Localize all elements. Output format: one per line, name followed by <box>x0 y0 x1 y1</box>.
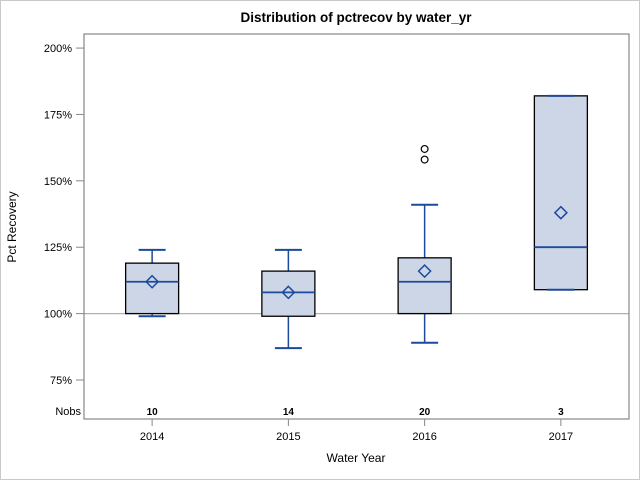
box-2017 <box>533 95 589 291</box>
y-axis-label: Pct Recovery <box>5 191 19 262</box>
nobs-value: 14 <box>283 407 295 418</box>
nobs-value: 10 <box>147 407 159 418</box>
nobs-value: 3 <box>558 407 564 418</box>
x-tick-label: 2014 <box>140 431 164 443</box>
plot-frame <box>83 33 630 420</box>
outlier-point <box>420 144 429 153</box>
mean-marker <box>553 205 568 220</box>
y-tick-label: 200% <box>44 43 72 55</box>
y-tick-label: 125% <box>44 242 72 254</box>
x-tick-label: 2016 <box>412 431 436 443</box>
x-tick-label: 2015 <box>276 431 300 443</box>
mean-marker <box>281 285 296 300</box>
mean-marker <box>417 264 432 279</box>
y-tick-label: 150% <box>44 176 72 188</box>
outlier-point <box>420 155 429 164</box>
nobs-value: 20 <box>419 407 431 418</box>
y-tick-label: 75% <box>50 375 72 387</box>
y-tick-label: 175% <box>44 109 72 121</box>
chart-title: Distribution of pctrecov by water_yr <box>240 10 472 25</box>
x-axis-label: Water Year <box>327 451 386 465</box>
box-2015 <box>261 270 316 317</box>
nobs-row-label: Nobs <box>55 406 81 418</box>
x-tick-label: 2017 <box>549 431 573 443</box>
mean-marker <box>145 274 160 289</box>
y-tick-label: 100% <box>44 309 72 321</box>
box-2016 <box>397 257 452 315</box>
